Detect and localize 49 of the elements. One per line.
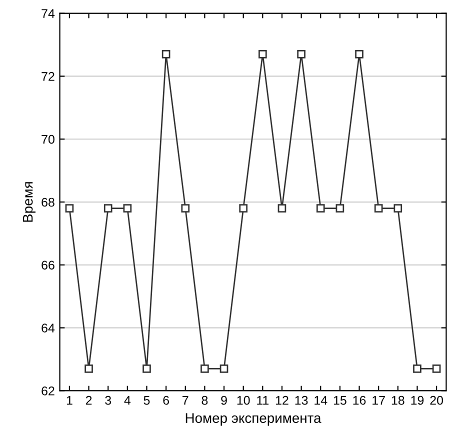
point	[278, 204, 286, 212]
x-tick-label: 2	[86, 396, 92, 405]
point	[374, 204, 383, 212]
point	[336, 204, 344, 212]
x-tick-label: 4	[124, 396, 131, 405]
point	[162, 50, 170, 58]
x-tick-label: 10	[237, 396, 250, 405]
x-tick-label: 1	[66, 396, 72, 405]
x-tick-label: 7	[182, 396, 188, 405]
point	[432, 364, 441, 373]
x-tick-label: 16	[353, 396, 366, 405]
point	[316, 204, 325, 212]
x-tick-label: 8	[202, 396, 208, 405]
x-tick-label: 6	[163, 396, 169, 405]
x-tick-label: 15	[334, 396, 346, 405]
x-tick-label: 14	[314, 396, 328, 405]
y-tick-label: 70	[42, 134, 54, 144]
x-tick-label: 18	[392, 396, 404, 405]
x-tick-label: 20	[430, 396, 444, 405]
x-axis-title: Номер эксперимента	[186, 413, 322, 426]
x-tick-label: 17	[372, 396, 385, 405]
y-tick-label: 74	[42, 9, 55, 18]
point	[104, 204, 112, 212]
x-tick-label: 11	[257, 396, 269, 405]
x-tick-label: 13	[295, 396, 308, 405]
point	[355, 50, 364, 58]
x-tick-label: 9	[221, 396, 227, 405]
point	[142, 364, 151, 373]
point	[84, 364, 93, 373]
point	[394, 204, 402, 212]
y-axis-title: Время	[23, 182, 36, 222]
point	[258, 50, 267, 58]
x-tick-label: 3	[105, 396, 112, 405]
point	[181, 204, 190, 212]
y-tick-label: 66	[42, 260, 54, 270]
point	[220, 364, 228, 373]
point	[413, 364, 422, 373]
point	[297, 50, 306, 58]
y-tick-label: 68	[42, 198, 54, 207]
x-tick-label: 5	[144, 396, 150, 405]
point	[200, 364, 209, 373]
x-tick-label: 19	[411, 396, 424, 405]
y-tick-label: 72	[42, 72, 54, 81]
x-tick-label: 12	[276, 396, 288, 405]
point	[123, 204, 132, 212]
y-tick-label: 62	[42, 386, 54, 396]
y-tick-label: 64	[42, 324, 55, 332]
point	[65, 204, 74, 212]
point	[239, 204, 248, 212]
